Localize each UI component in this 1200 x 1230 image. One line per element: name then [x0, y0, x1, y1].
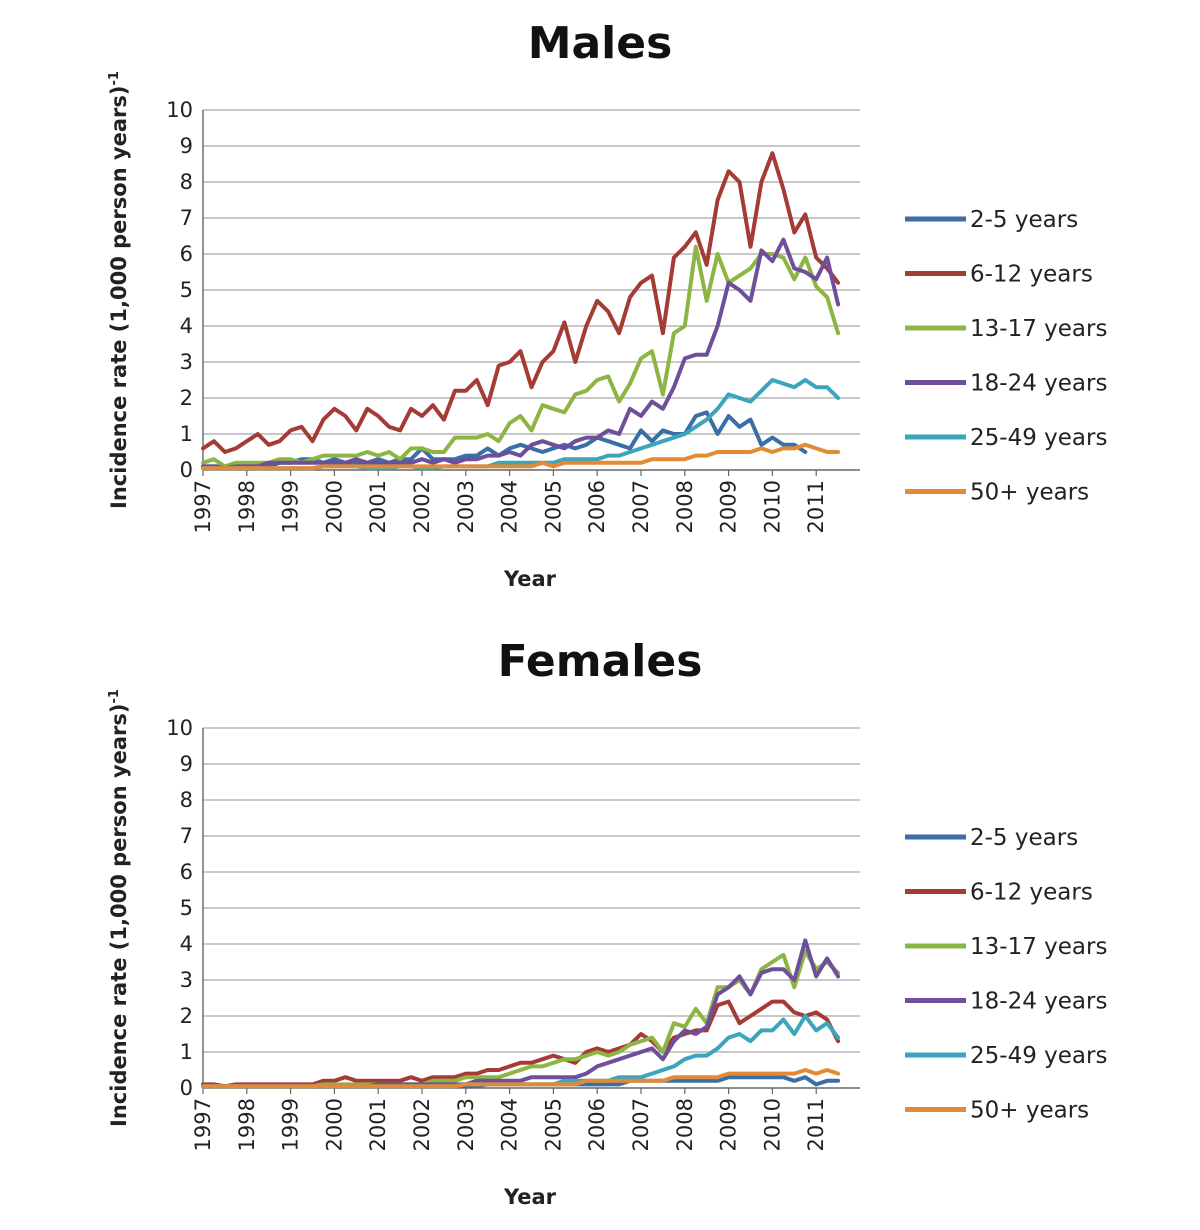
legend-label: 50+ years — [970, 480, 1089, 506]
series-line-4 — [201, 237, 841, 471]
x-tick-label: 2005 — [541, 1098, 565, 1151]
x-tick-label: 2001 — [366, 480, 390, 533]
legend-label: 25-49 years — [970, 425, 1107, 451]
y-tick-label: 1 — [180, 422, 193, 446]
y-tick-label: 7 — [180, 206, 193, 230]
y-tick-label: 9 — [180, 134, 193, 158]
x-tick-label: 2007 — [629, 480, 653, 533]
y-tick-label: 10 — [166, 716, 193, 740]
x-tick-label: 2008 — [673, 1098, 697, 1151]
legend-label: 6-12 years — [970, 880, 1093, 906]
y-tick-label: 2 — [180, 386, 193, 410]
x-tick-label: 2009 — [717, 1098, 741, 1151]
y-axis-title: Incidence rate (1,000 person years)-1 — [107, 689, 131, 1127]
x-tick-label: 2011 — [804, 480, 828, 533]
legend-label: 18-24 years — [970, 371, 1107, 397]
x-tick-label: 2010 — [760, 1098, 784, 1151]
y-tick-label: 4 — [180, 314, 193, 338]
y-tick-label: 3 — [180, 968, 193, 992]
series-line-2 — [201, 151, 841, 454]
x-tick-label: 2003 — [454, 480, 478, 533]
y-tick-label: 5 — [180, 896, 193, 920]
legend-label: 25-49 years — [970, 1043, 1107, 1069]
x-tick-label: 2004 — [498, 480, 522, 533]
chart-title: Males — [528, 18, 673, 69]
legend-label: 2-5 years — [970, 825, 1078, 851]
legend-label: 13-17 years — [970, 934, 1107, 960]
y-tick-label: 9 — [180, 752, 193, 776]
legend-label: 13-17 years — [970, 316, 1107, 342]
males-chart-panel: Males Incidence rate (1,000 person years… — [0, 0, 1200, 612]
x-tick-label: 1997 — [191, 480, 215, 533]
x-tick-label: 2010 — [760, 480, 784, 533]
y-tick-label: 10 — [166, 98, 193, 122]
y-tick-label: 8 — [180, 788, 193, 812]
y-tick-label: 7 — [180, 824, 193, 848]
x-tick-label: 2008 — [673, 480, 697, 533]
x-axis-title: Year — [503, 567, 557, 591]
y-tick-label: 2 — [180, 1004, 193, 1028]
x-tick-label: 1997 — [191, 1098, 215, 1151]
chart-title: Females — [498, 636, 703, 687]
series-line-3 — [201, 244, 841, 469]
series-line-6 — [201, 1068, 841, 1089]
x-tick-label: 1998 — [235, 480, 259, 533]
series-line-6 — [201, 442, 841, 471]
y-tick-label: 4 — [180, 932, 193, 956]
legend-label: 18-24 years — [970, 989, 1107, 1015]
legend-label: 2-5 years — [970, 207, 1078, 233]
x-tick-label: 2000 — [322, 480, 346, 533]
x-tick-label: 2002 — [410, 480, 434, 533]
x-tick-label: 2003 — [454, 1098, 478, 1151]
x-tick-label: 2006 — [585, 480, 609, 533]
x-tick-label: 2006 — [585, 1098, 609, 1151]
y-tick-label: 0 — [180, 1076, 193, 1100]
y-tick-label: 5 — [180, 278, 193, 302]
males-chart: Males Incidence rate (1,000 person years… — [107, 18, 1107, 591]
x-tick-label: 2002 — [410, 1098, 434, 1151]
x-tick-label: 2009 — [717, 480, 741, 533]
x-tick-label: 2011 — [804, 1098, 828, 1151]
x-tick-label: 2005 — [541, 480, 565, 533]
y-tick-label: 1 — [180, 1040, 193, 1064]
x-tick-label: 2004 — [498, 1098, 522, 1151]
females-chart-panel: Females Incidence rate (1,000 person yea… — [0, 618, 1200, 1230]
x-tick-label: 1999 — [279, 480, 303, 533]
x-axis-title: Year — [503, 1185, 557, 1209]
x-tick-label: 2000 — [322, 1098, 346, 1151]
legend-label: 6-12 years — [970, 262, 1093, 288]
y-tick-label: 3 — [180, 350, 193, 374]
females-chart: Females Incidence rate (1,000 person yea… — [107, 636, 1107, 1209]
x-tick-label: 2007 — [629, 1098, 653, 1151]
x-tick-label: 2001 — [366, 1098, 390, 1151]
y-tick-label: 6 — [180, 860, 193, 884]
x-tick-label: 1999 — [279, 1098, 303, 1151]
y-tick-label: 6 — [180, 242, 193, 266]
x-tick-label: 1998 — [235, 1098, 259, 1151]
y-tick-label: 0 — [180, 458, 193, 482]
legend-label: 50+ years — [970, 1098, 1089, 1124]
y-axis-title: Incidence rate (1,000 person years)-1 — [107, 71, 131, 509]
y-tick-label: 8 — [180, 170, 193, 194]
